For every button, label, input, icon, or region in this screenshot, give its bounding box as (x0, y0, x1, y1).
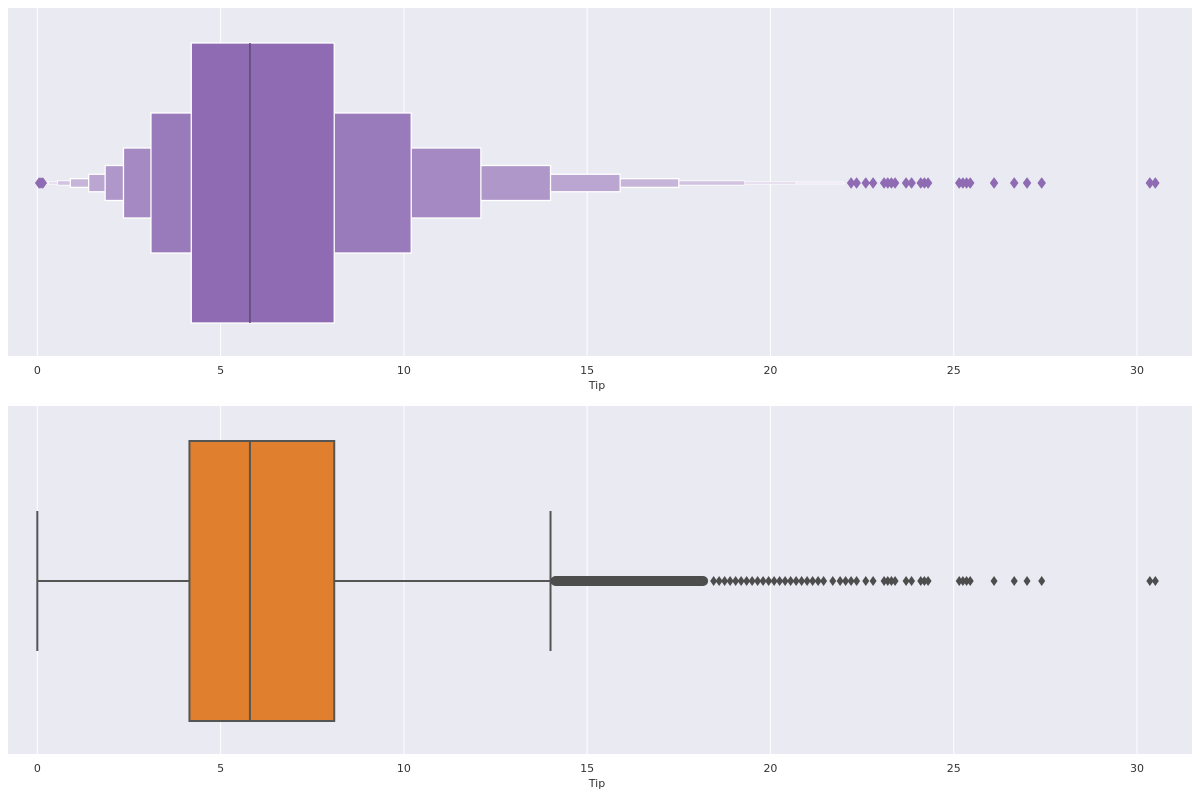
outlier-point (1023, 576, 1031, 586)
outlier-point (737, 576, 745, 586)
outlier-point (829, 576, 837, 586)
outlier-point (923, 177, 933, 189)
boxen-level-box (190, 42, 335, 324)
boxen-plot-panel: 0 5 10 15 20 25 30 Tip (8, 8, 1192, 392)
boxen-levels (42, 42, 845, 324)
x-tick-label: 10 (397, 364, 411, 377)
x-tick-label: 0 (34, 364, 41, 377)
outlier-point (852, 177, 861, 189)
outlier-point (842, 576, 850, 586)
outlier-point (1010, 576, 1018, 586)
box-elements (36, 440, 552, 722)
x-tick-label: 20 (763, 364, 777, 377)
outlier-point (836, 576, 844, 586)
outlier-point (1151, 576, 1159, 586)
outlier-point (908, 576, 916, 586)
x-axis-label: Tip (588, 379, 605, 392)
outlier-point (890, 177, 900, 189)
box-plot-panel: 0 5 10 15 20 25 30 Tip (8, 406, 1192, 790)
x-tick-label: 30 (1130, 762, 1144, 775)
outlier-point (748, 576, 756, 586)
outlier-point (924, 576, 932, 586)
x-tick-label: 20 (763, 762, 777, 775)
x-tick-label: 5 (217, 364, 224, 377)
outlier-point (715, 576, 723, 586)
interquartile-box (188, 440, 336, 722)
x-tick-label: 10 (397, 762, 411, 775)
outlier-point (862, 576, 870, 586)
outlier-point (721, 576, 729, 586)
outlier-point (990, 576, 998, 586)
outlier-point (891, 576, 899, 586)
x-tick-label: 25 (947, 364, 961, 377)
outlier-point (963, 576, 971, 586)
outlier-point (803, 576, 811, 586)
outlier-point (809, 576, 817, 586)
outlier-point (765, 576, 773, 586)
outlier-point (732, 576, 740, 586)
outlier-point (853, 576, 861, 586)
outlier-point (868, 177, 878, 189)
outlier-point (743, 576, 751, 586)
outlier-point (781, 576, 789, 586)
boxen-outliers (34, 177, 1160, 189)
outlier-point (754, 576, 762, 586)
outlier-point (902, 576, 910, 586)
x-axis-label: Tip (588, 777, 605, 790)
x-tick-label: 25 (947, 762, 961, 775)
outlier-point (792, 576, 800, 586)
outlier-point (955, 576, 963, 586)
dense-outlier-cluster (550, 576, 709, 586)
x-tick-labels: 0 5 10 15 20 25 30 (34, 364, 1144, 377)
outlier-point (965, 177, 975, 189)
outlier-point (989, 177, 999, 189)
outlier-point (1146, 576, 1154, 586)
outlier-point (726, 576, 734, 586)
outlier-point (814, 576, 822, 586)
outlier-point (847, 576, 855, 586)
box-outliers (550, 576, 1159, 586)
outlier-point (884, 576, 892, 586)
outlier-point (966, 576, 974, 586)
outlier-point (1037, 177, 1047, 189)
outlier-point (1038, 576, 1046, 586)
outlier-point (1009, 177, 1019, 189)
x-tick-label: 30 (1130, 364, 1144, 377)
outlier-point (710, 576, 718, 586)
outlier-point (917, 576, 925, 586)
outlier-point (1022, 177, 1032, 189)
outlier-point (869, 576, 877, 586)
outlier-point (880, 576, 888, 586)
outlier-point (770, 576, 778, 586)
outlier-point (776, 576, 784, 586)
outlier-point (907, 177, 916, 189)
outlier-point (861, 177, 871, 189)
outlier-point (787, 576, 795, 586)
outlier-point (920, 576, 928, 586)
x-tick-label: 15 (580, 364, 594, 377)
outlier-point (1151, 177, 1160, 189)
x-tick-label: 15 (580, 762, 594, 775)
outlier-point (38, 177, 48, 189)
outlier-point (759, 576, 767, 586)
outlier-point (959, 576, 967, 586)
x-tick-labels: 0 5 10 15 20 25 30 (34, 762, 1144, 775)
outlier-point (887, 576, 895, 586)
x-tick-label: 0 (34, 762, 41, 775)
x-tick-label: 5 (217, 762, 224, 775)
outlier-point (798, 576, 806, 586)
outlier-point (820, 576, 828, 586)
